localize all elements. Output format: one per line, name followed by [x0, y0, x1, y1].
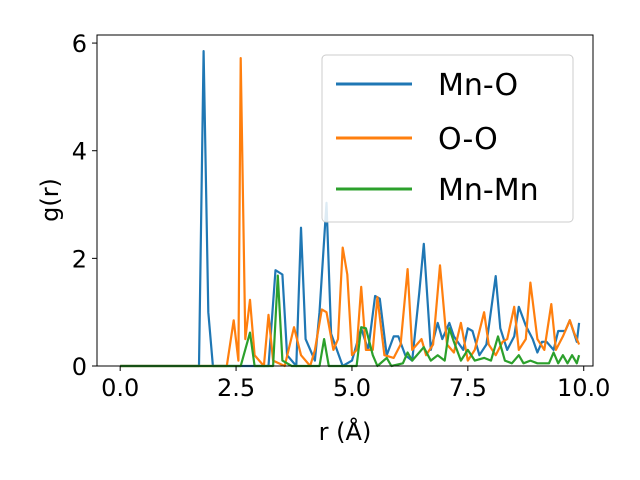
- y-tick-label: 4: [72, 138, 87, 166]
- x-tick-label: 10.0: [557, 374, 610, 402]
- y-axis-label: g(r): [36, 178, 64, 222]
- plot-area-frame: [96, 34, 594, 367]
- y-tick-label: 6: [72, 30, 87, 58]
- axes-frame: [96, 34, 594, 367]
- x-tick-label: 5.0: [333, 374, 371, 402]
- legend-label-mn-o: Mn-O: [438, 68, 518, 103]
- x-ticks: 0.0 2.5 5.0 7.5 10.0: [101, 366, 610, 402]
- y-tick-label: 2: [72, 245, 87, 273]
- legend-label-mn-mn: Mn-Mn: [438, 173, 539, 208]
- legend-box: [321, 54, 574, 223]
- legend: Mn-O O-O Mn-Mn: [321, 54, 574, 223]
- y-ticks: 0 2 4 6: [72, 30, 97, 381]
- x-tick-label: 0.0: [101, 374, 139, 402]
- legend-label-o-o: O-O: [438, 122, 498, 157]
- series-line-o-o: [120, 57, 581, 368]
- x-tick-label: 7.5: [449, 374, 487, 402]
- y-tick-label: 0: [72, 353, 87, 381]
- x-axis-label: r (Å): [319, 417, 372, 446]
- x-tick-label: 2.5: [217, 374, 255, 402]
